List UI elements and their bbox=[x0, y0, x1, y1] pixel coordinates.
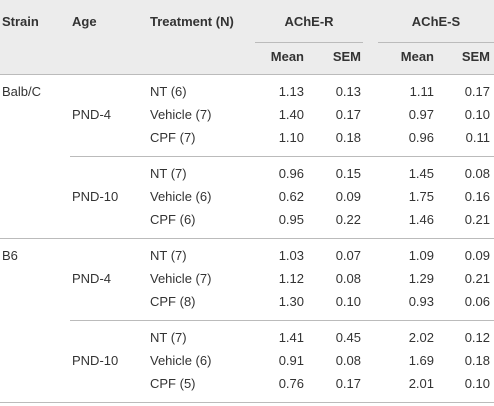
sub-header: SEM bbox=[332, 49, 361, 64]
sub-header: Mean bbox=[400, 49, 434, 64]
header-background bbox=[0, 0, 494, 74]
header-bottom-rule bbox=[0, 74, 494, 75]
treatment-cell: Vehicle (6) bbox=[150, 189, 212, 204]
value-cell: 0.07 bbox=[335, 248, 361, 263]
value-cell: 2.02 bbox=[408, 330, 434, 345]
value-cell: 0.12 bbox=[464, 330, 490, 345]
value-cell: 0.95 bbox=[278, 212, 304, 227]
value-cell: 0.93 bbox=[408, 294, 434, 309]
value-cell: 0.09 bbox=[464, 248, 490, 263]
treatment-cell: NT (7) bbox=[150, 166, 187, 181]
value-cell: 0.96 bbox=[278, 166, 304, 181]
value-cell: 0.13 bbox=[335, 84, 361, 99]
value-cell: 0.10 bbox=[464, 376, 490, 391]
value-cell: 0.18 bbox=[464, 353, 490, 368]
age-label: PND-10 bbox=[72, 353, 119, 368]
value-cell: 1.03 bbox=[278, 248, 304, 263]
value-cell: 0.45 bbox=[335, 330, 361, 345]
value-cell: 0.10 bbox=[464, 107, 490, 122]
age-label: PND-10 bbox=[72, 189, 119, 204]
value-cell: 1.75 bbox=[408, 189, 434, 204]
value-cell: 0.08 bbox=[335, 353, 361, 368]
value-cell: 1.69 bbox=[408, 353, 434, 368]
treatment-cell: NT (7) bbox=[150, 248, 187, 263]
treatment-cell: Vehicle (6) bbox=[150, 353, 212, 368]
column-header: Treatment (N) bbox=[150, 14, 234, 29]
treatment-cell: CPF (7) bbox=[150, 130, 196, 145]
treatment-cell: NT (6) bbox=[150, 84, 187, 99]
value-cell: 0.91 bbox=[278, 353, 304, 368]
value-cell: 0.97 bbox=[408, 107, 434, 122]
age-rule bbox=[70, 320, 494, 321]
value-cell: 1.29 bbox=[408, 271, 434, 286]
value-cell: 1.46 bbox=[408, 212, 434, 227]
treatment-cell: Vehicle (7) bbox=[150, 107, 212, 122]
value-cell: 0.08 bbox=[464, 166, 490, 181]
sub-header: SEM bbox=[461, 49, 490, 64]
value-cell: 0.17 bbox=[335, 107, 361, 122]
column-header: Strain bbox=[2, 14, 39, 29]
value-cell: 1.09 bbox=[408, 248, 434, 263]
value-cell: 2.01 bbox=[408, 376, 434, 391]
strain-label: Balb/C bbox=[2, 84, 42, 99]
value-cell: 0.08 bbox=[335, 271, 361, 286]
age-label: PND-4 bbox=[72, 271, 112, 286]
value-cell: 0.16 bbox=[464, 189, 490, 204]
value-cell: 0.11 bbox=[465, 130, 490, 145]
value-cell: 0.09 bbox=[335, 189, 361, 204]
value-cell: 1.30 bbox=[278, 294, 304, 309]
value-cell: 1.45 bbox=[408, 166, 434, 181]
column-header: Age bbox=[72, 14, 97, 29]
value-cell: 1.40 bbox=[278, 107, 304, 122]
value-cell: 0.10 bbox=[335, 294, 361, 309]
treatment-cell: CPF (6) bbox=[150, 212, 196, 227]
value-cell: 0.17 bbox=[335, 376, 361, 391]
strain-rule bbox=[0, 238, 494, 239]
header-rule bbox=[255, 42, 363, 43]
value-cell: 1.12 bbox=[278, 271, 304, 286]
age-rule bbox=[70, 156, 494, 157]
value-cell: 1.11 bbox=[409, 84, 434, 99]
value-cell: 0.22 bbox=[335, 212, 361, 227]
column-header: AChE-R bbox=[284, 14, 334, 29]
value-cell: 0.96 bbox=[408, 130, 434, 145]
strain-rule bbox=[0, 402, 494, 403]
treatment-cell: CPF (8) bbox=[150, 294, 196, 309]
value-cell: 0.15 bbox=[335, 166, 361, 181]
value-cell: 0.21 bbox=[464, 271, 490, 286]
value-cell: 0.76 bbox=[278, 376, 304, 391]
value-cell: 1.41 bbox=[278, 330, 304, 345]
column-header: AChE-S bbox=[411, 14, 461, 29]
treatment-cell: Vehicle (7) bbox=[150, 271, 212, 286]
value-cell: 1.13 bbox=[278, 84, 304, 99]
value-cell: 0.21 bbox=[464, 212, 490, 227]
age-label: PND-4 bbox=[72, 107, 112, 122]
value-cell: 0.06 bbox=[464, 294, 490, 309]
sub-header: Mean bbox=[270, 49, 304, 64]
value-cell: 1.10 bbox=[278, 130, 304, 145]
header-rule bbox=[378, 42, 494, 43]
treatment-cell: CPF (5) bbox=[150, 376, 196, 391]
value-cell: 0.62 bbox=[278, 189, 304, 204]
value-cell: 0.18 bbox=[335, 130, 361, 145]
value-cell: 0.17 bbox=[464, 84, 490, 99]
treatment-cell: NT (7) bbox=[150, 330, 187, 345]
strain-label: B6 bbox=[2, 248, 18, 263]
